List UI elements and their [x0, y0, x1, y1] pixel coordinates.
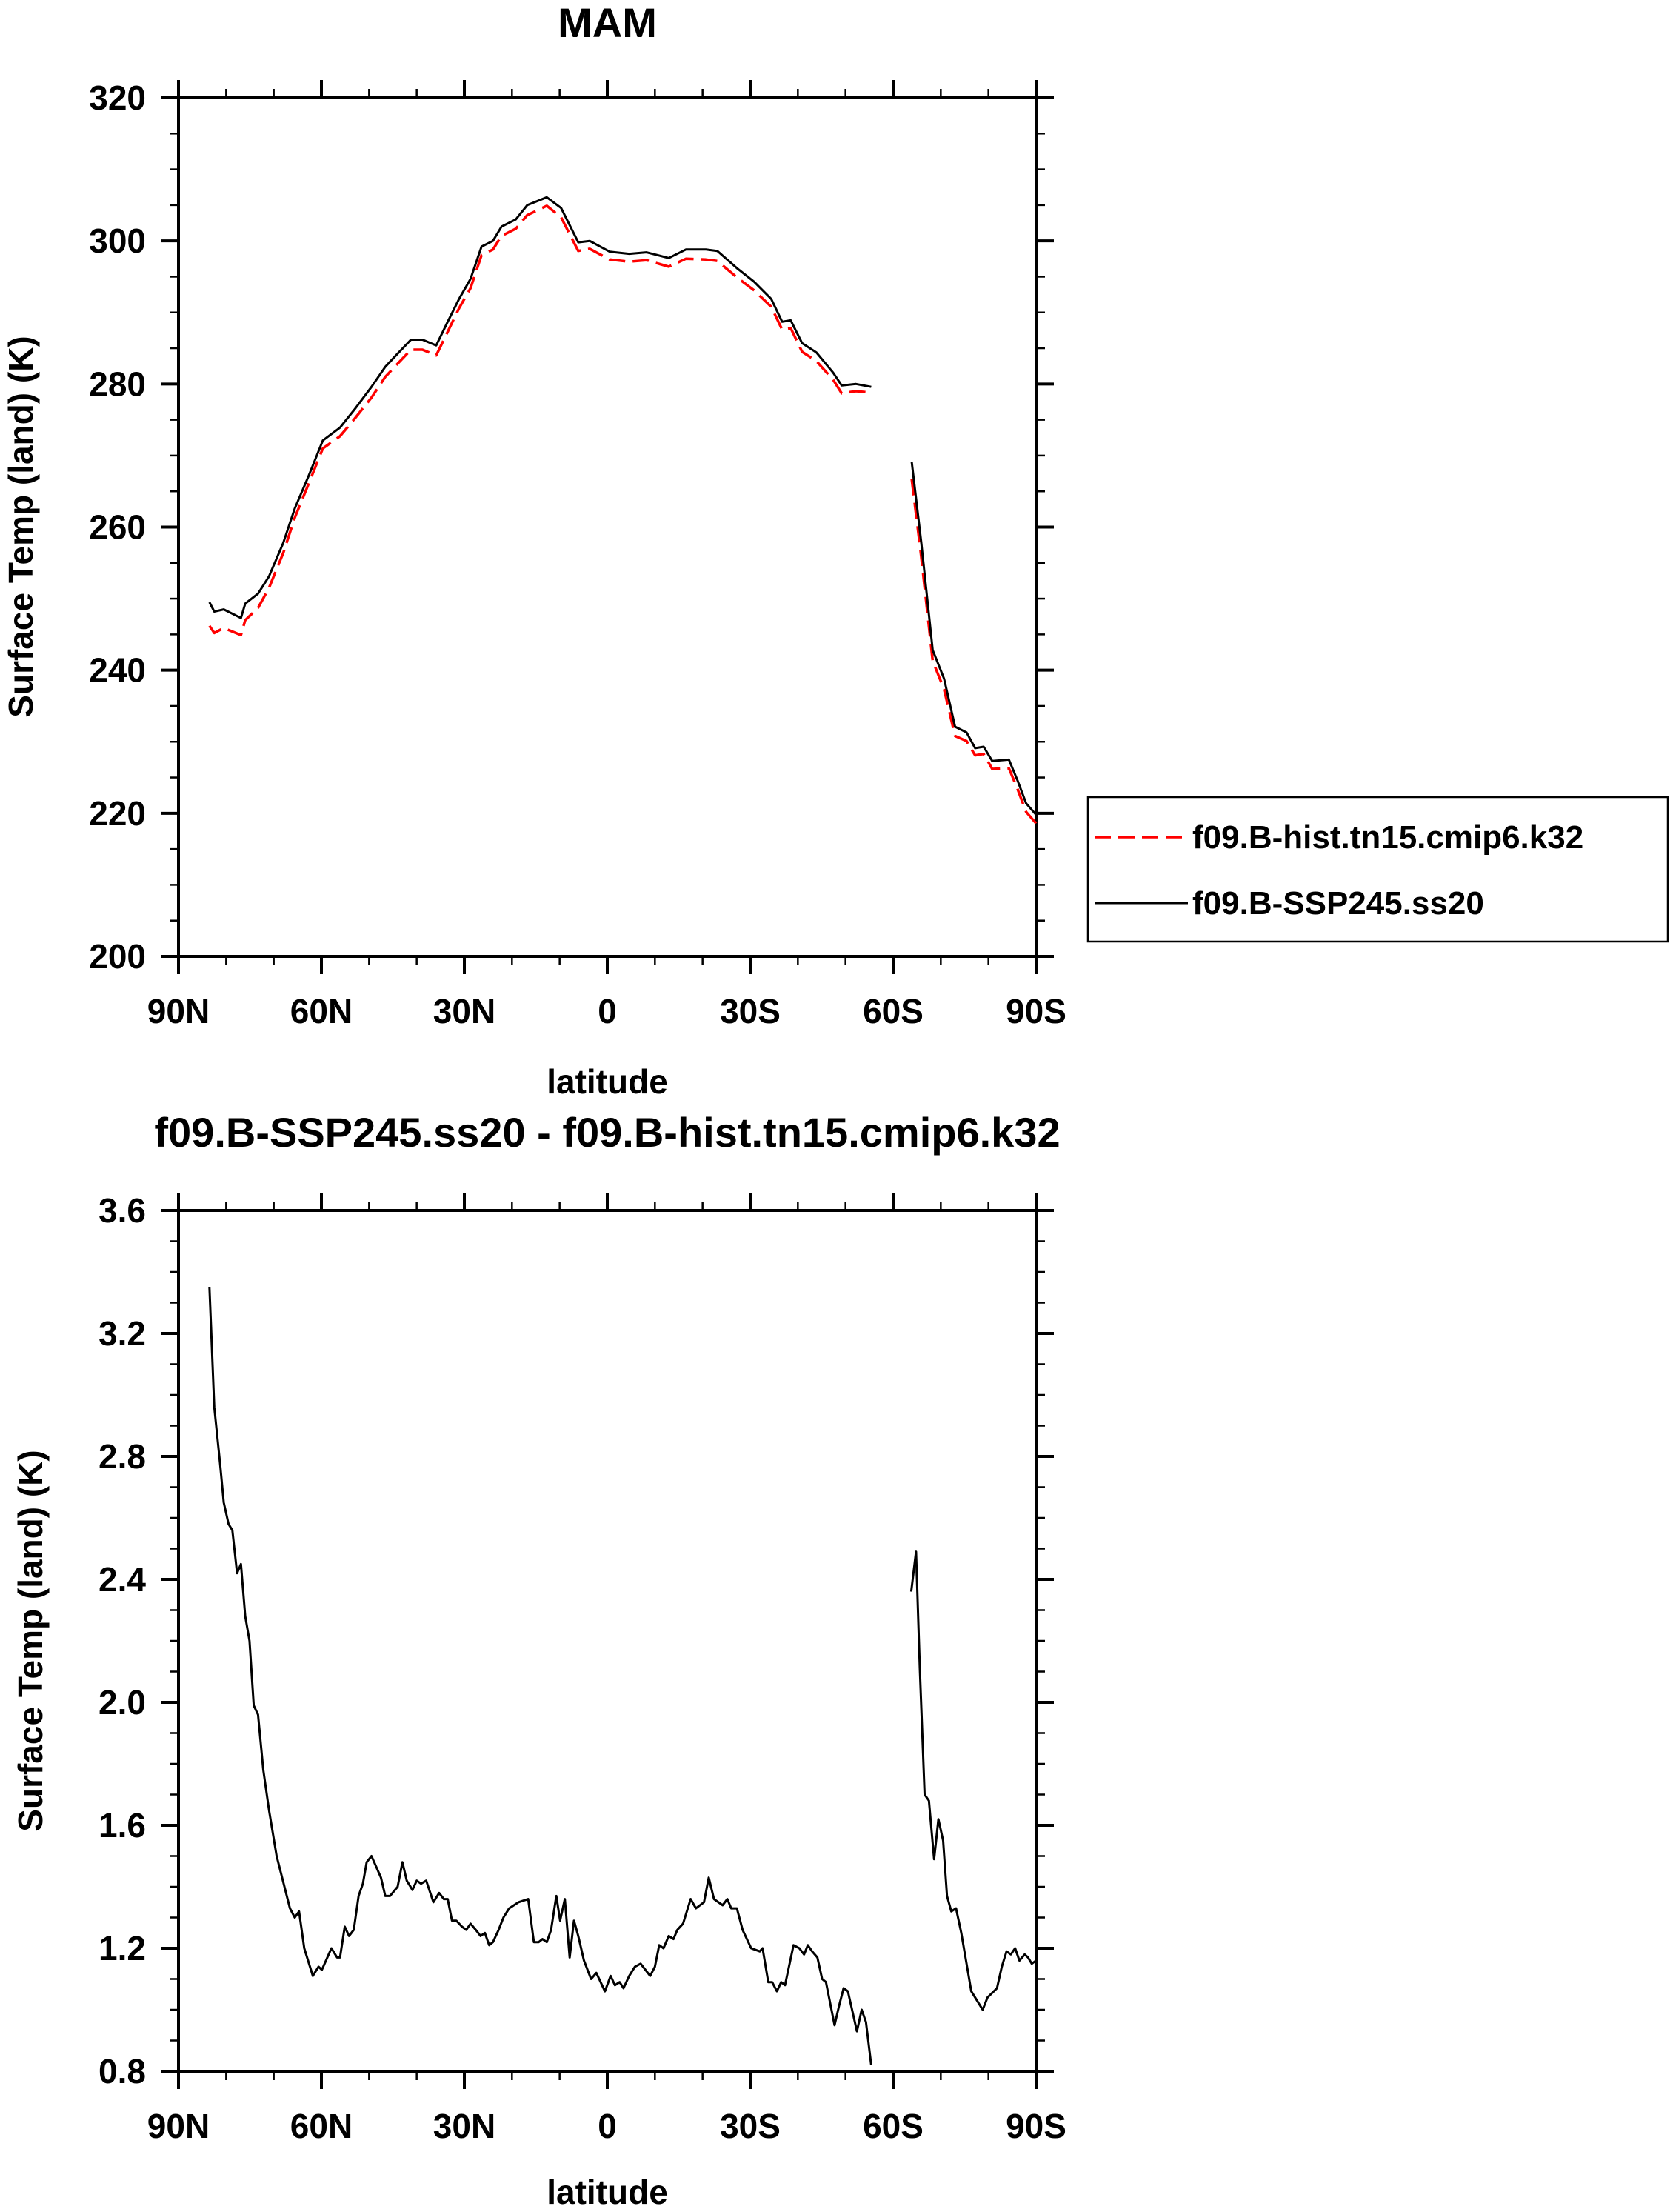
top-series-line-1 [910, 462, 1038, 816]
bottom-xtick-label: 90N [147, 2107, 210, 2145]
bottom-xtick-label: 0 [598, 2107, 617, 2145]
top-xtick-label: 30S [720, 992, 781, 1030]
top-series-line-0 [208, 204, 872, 637]
legend-label-ssp245: f09.B-SSP245.ss20 [1192, 885, 1484, 922]
bottom-ytick-label: 1.6 [98, 1806, 146, 1845]
top-ytick-label: 320 [89, 79, 146, 117]
top-plot-area: 90N 60N 30N 0 30S 60S 90S 200 220 240 260 280 300 320 [89, 79, 1066, 1030]
bottom-ytick-label: 2.4 [98, 1560, 146, 1599]
bottom-chart-title: f09.B-SSP245.ss20 - f09.B-hist.tn15.cmip… [154, 1109, 1060, 1156]
bottom-xtick-label: 60N [290, 2107, 353, 2145]
bottom-ytick-label: 1.2 [98, 1929, 146, 1968]
top-xtick-label: 0 [598, 992, 617, 1030]
top-ytick-label: 260 [89, 508, 146, 547]
top-ytick-label: 220 [89, 794, 146, 833]
bottom-xtick-label: 30S [720, 2107, 781, 2145]
bottom-xtick-label: 90S [1006, 2107, 1066, 2145]
top-chart-ylabel: Surface Temp (land) (K) [1, 336, 40, 717]
bottom-chart-xlabel: latitude [547, 2173, 668, 2211]
top-ytick-label: 200 [89, 937, 146, 976]
bottom-ytick-label: 0.8 [98, 2052, 146, 2091]
bottom-xtick-label: 30N [433, 2107, 495, 2145]
top-chart-title: MAM [558, 0, 657, 46]
top-xtick-label: 60S [863, 992, 924, 1030]
top-chart-xlabel: latitude [547, 1062, 668, 1101]
bottom-ytick-label: 2.8 [98, 1437, 146, 1476]
legend: f09.B-hist.tn15.cmip6.k32 f09.B-SSP245.s… [1086, 796, 1669, 943]
top-series-line-0 [910, 479, 1038, 824]
top-ytick-label: 300 [89, 221, 146, 260]
top-xtick-label: 90S [1006, 992, 1066, 1030]
bottom-series-line-0 [909, 1550, 1037, 2011]
legend-box [1086, 796, 1669, 943]
top-axes-frame [177, 96, 1038, 958]
bottom-ytick-label: 2.0 [98, 1683, 146, 1722]
top-ytick-label: 280 [89, 364, 146, 403]
top-xtick-label: 90N [147, 992, 210, 1030]
top-xtick-label: 30N [433, 992, 495, 1030]
top-ytick-label: 240 [89, 651, 146, 690]
bottom-chart-ylabel: Surface Temp (land) (K) [11, 1450, 50, 1831]
bottom-ytick-label: 3.6 [98, 1191, 146, 1230]
bottom-plot-area: 90N 60N 30N 0 30S 60S 90S 0.8 1.2 1.6 2.0 2.4 2.8 3.2… [98, 1191, 1066, 2145]
top-xtick-label: 60N [290, 992, 353, 1030]
legend-label-hist: f09.B-hist.tn15.cmip6.k32 [1192, 819, 1583, 856]
bottom-xtick-label: 60S [863, 2107, 924, 2145]
bottom-series-line-0 [208, 1287, 872, 2065]
top-series-line-1 [208, 196, 872, 619]
bottom-ytick-label: 3.2 [98, 1314, 146, 1353]
bottom-axes-frame [177, 1209, 1038, 2073]
